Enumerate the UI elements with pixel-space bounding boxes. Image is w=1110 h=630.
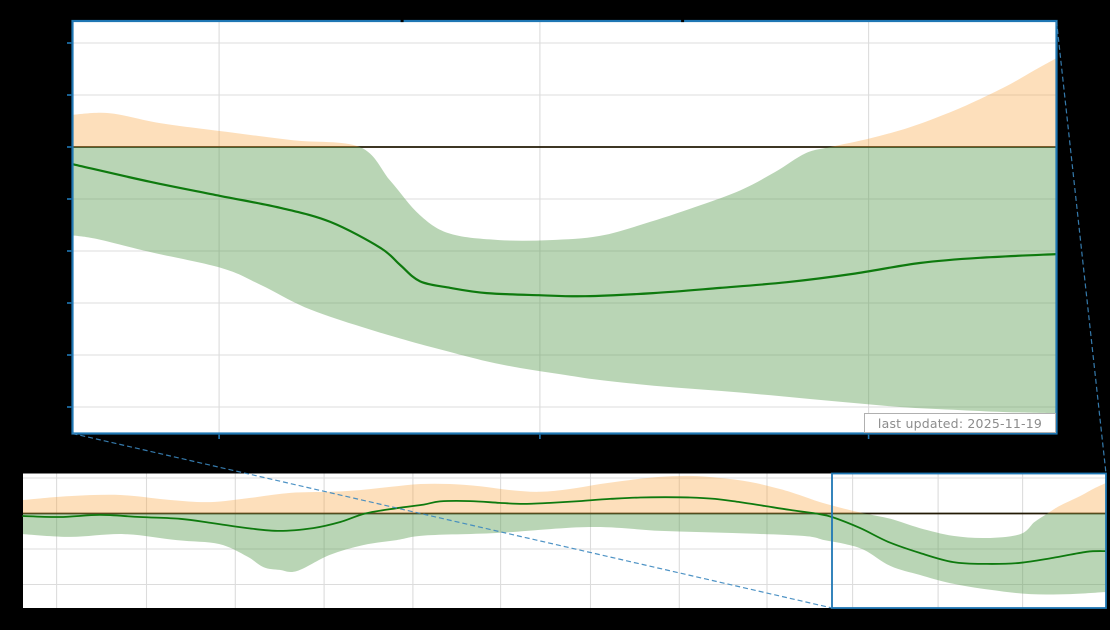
main-axis-ticks [67, 42, 870, 439]
last-updated-badge: last updated: 2025-11-19 [864, 413, 1056, 433]
overview-chart [22, 472, 1107, 609]
main-plot-background [72, 21, 1057, 434]
zoom-connector-lines [72, 20, 1107, 609]
main-median-line [71, 163, 1058, 298]
last-updated-text: last updated: 2025-11-19 [877, 415, 1043, 431]
main-chart [67, 15, 1058, 439]
overview-gridlines [23, 473, 1106, 608]
overview-plot-background [23, 473, 1106, 608]
overview-median-line [22, 496, 1107, 565]
main-chart-frame [71, 19, 1058, 435]
overview-confidence-band [23, 475, 1106, 595]
main-top-tick-notches [400, 15, 685, 23]
zoom-region-box [831, 472, 1107, 609]
main-confidence-band [72, 58, 1057, 414]
main-gridlines [72, 21, 1057, 434]
